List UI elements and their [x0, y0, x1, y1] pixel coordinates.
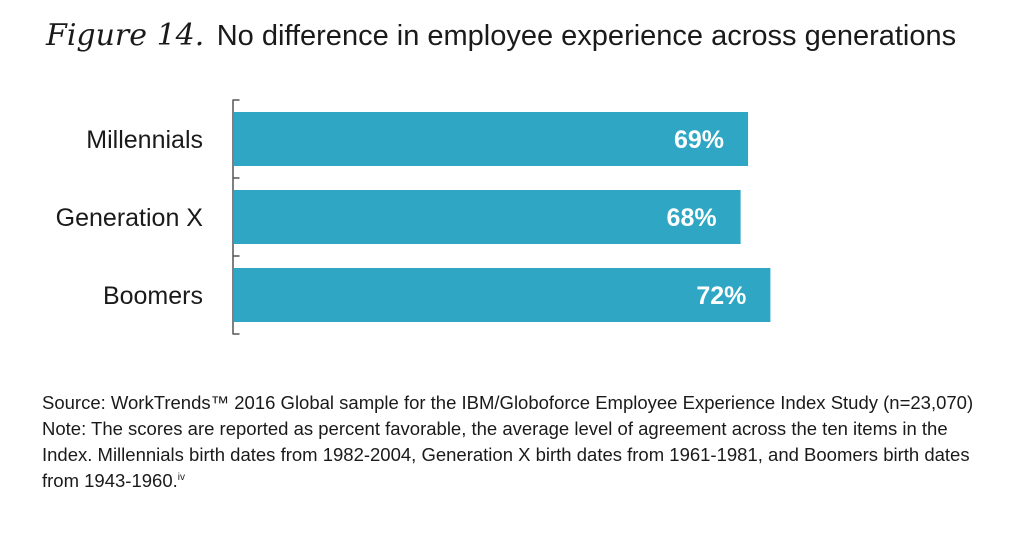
note-text: Note: The scores are reported as percent…: [42, 416, 1002, 494]
category-label: Generation X: [56, 204, 204, 232]
figure-label: Figure 14.: [46, 18, 205, 53]
bar-chart: Millennials 69% Generation X 68% Boomers 72%: [56, 99, 771, 335]
data-label: 69%: [674, 126, 724, 154]
bar: [234, 268, 771, 322]
note-body: Note: The scores are reported as percent…: [42, 418, 970, 491]
bar: [234, 190, 741, 244]
category-label: Millennials: [86, 126, 203, 154]
figure-title: Figure 14. No difference in employee exp…: [46, 14, 956, 63]
bar: [234, 112, 749, 166]
figure-title-text: No difference in employee experience acr…: [216, 20, 957, 52]
data-label: 72%: [696, 282, 746, 310]
category-label: Boomers: [103, 282, 203, 310]
note-footnote-marker: iv: [177, 471, 185, 483]
data-label: 68%: [667, 204, 717, 232]
source-text: Source: WorkTrends™ 2016 Global sample f…: [42, 392, 974, 413]
source-notes: Source: WorkTrends™ 2016 Global sample f…: [42, 390, 1002, 494]
